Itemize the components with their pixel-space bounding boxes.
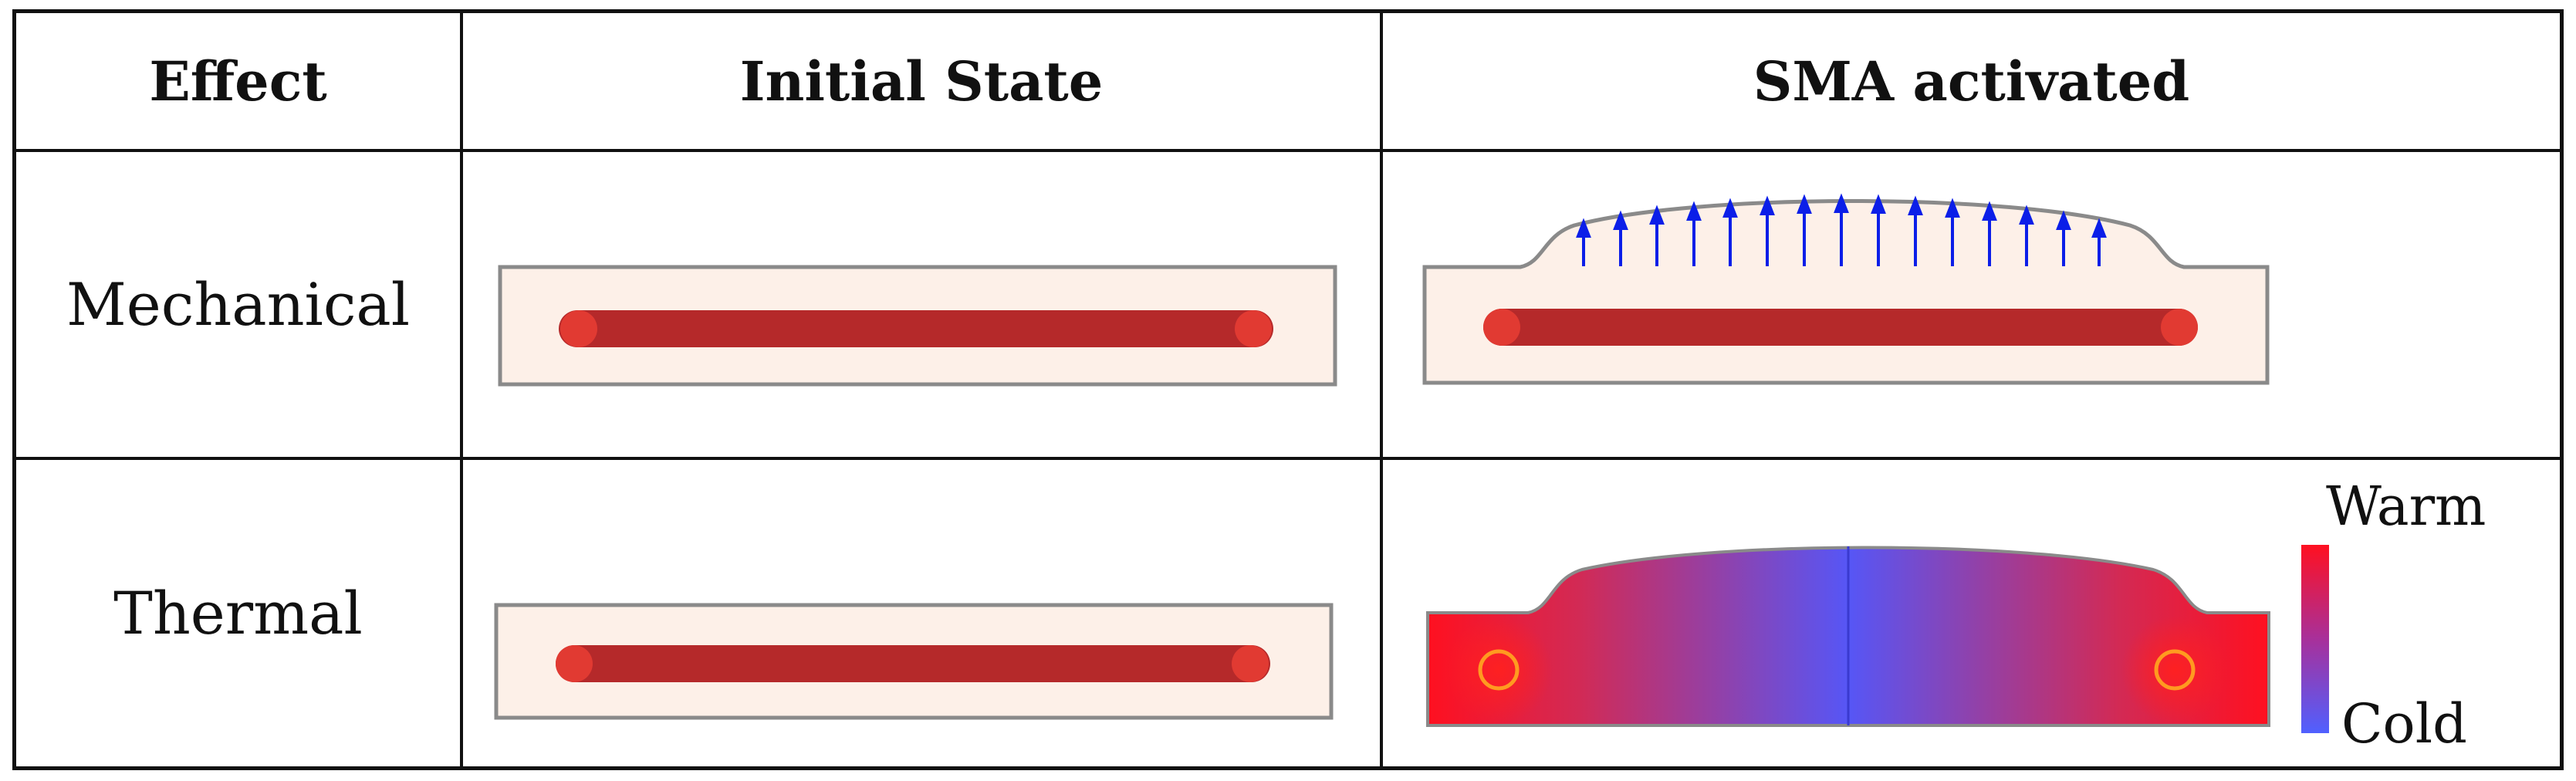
sma-wire-end-right [1235, 310, 1272, 347]
sma-wire [559, 310, 1273, 347]
sma-wire [556, 645, 1270, 682]
hotspot-right [2121, 616, 2229, 724]
sma-wire-activated [1483, 309, 2198, 346]
sma-wire-end-right [1232, 645, 1269, 682]
mechanical-activated-illustration [1422, 193, 2270, 385]
column-divider-2 [1380, 13, 1383, 766]
thermal-activated-illustration [1426, 546, 2270, 727]
colorbar-warm-label: Warm [2326, 475, 2486, 538]
comparison-table: Effect Initial State SMA activated Mecha… [12, 9, 2564, 770]
sma-wire-end-left [560, 310, 597, 347]
row-label-thermal: Thermal [113, 579, 363, 647]
sma-wire-end-left [1483, 309, 1520, 346]
sma-wire-end-right [2161, 309, 2198, 346]
deformed-substrate [1422, 199, 2270, 385]
row-label-mechanical: Mechanical [66, 270, 411, 339]
hotspot-left [1445, 616, 1553, 724]
column-divider-1 [460, 13, 463, 766]
row-divider [16, 457, 2560, 460]
header-effect: Effect [149, 49, 327, 113]
mechanical-initial-illustration [498, 265, 1337, 387]
header-sma-activated: SMA activated [1753, 49, 2190, 113]
sma-wire-end-left [1478, 649, 1520, 691]
force-arrows [1576, 193, 2107, 266]
sma-wire-end-left [556, 645, 593, 682]
thermal-initial-illustration [494, 603, 1334, 720]
header-row-divider [16, 149, 2560, 152]
temperature-colorbar [2301, 545, 2329, 733]
colorbar-cold-label: Cold [2341, 692, 2467, 756]
sma-wire-end-right [2154, 649, 2196, 691]
header-initial-state: Initial State [739, 49, 1104, 113]
